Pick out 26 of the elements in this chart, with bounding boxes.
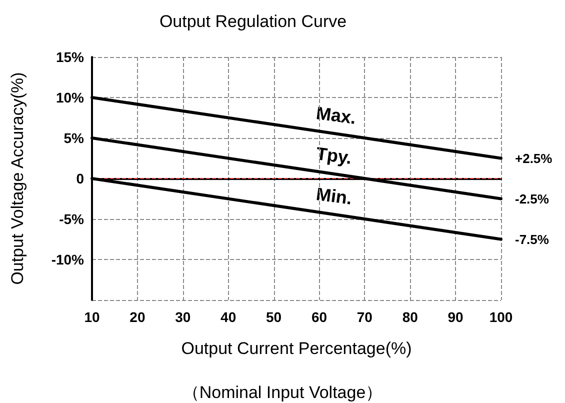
text: Min.: [314, 184, 354, 208]
x-tick-label: 20: [130, 309, 146, 325]
x-tick-label: 30: [175, 309, 191, 325]
x-axis-title: Output Current Percentage(%): [181, 339, 412, 358]
data-label: -7.5%: [515, 232, 550, 247]
y-tick-label: 0: [76, 170, 84, 186]
y-tick-label: 10%: [56, 90, 85, 106]
y-tick-label: 15%: [56, 49, 85, 65]
data-label: +2.5%: [515, 150, 553, 166]
y-axis-title: Output Voltage Accuracy(%): [8, 72, 27, 285]
chart-title: Output Regulation Curve: [159, 12, 347, 31]
y-tick-label: 5%: [64, 130, 85, 146]
y-tick-label: -5%: [59, 211, 85, 227]
x-tick-label: 70: [356, 309, 373, 325]
x-tick-label: 90: [448, 309, 464, 325]
x-tick-label: 40: [220, 309, 236, 325]
x-tick-label: 10: [84, 309, 100, 325]
data-label: -2.5%: [515, 191, 550, 206]
text: Tpy.: [314, 143, 353, 168]
text: Max.: [314, 102, 358, 128]
text: （Nominal Input Voltage）: [182, 383, 383, 402]
x-tick-label: 50: [266, 309, 282, 325]
x-tick-label: 100: [489, 309, 513, 325]
y-tick-label: -10%: [51, 252, 85, 268]
x-tick-label: 80: [402, 309, 418, 325]
x-tick-label: 60: [311, 309, 328, 325]
